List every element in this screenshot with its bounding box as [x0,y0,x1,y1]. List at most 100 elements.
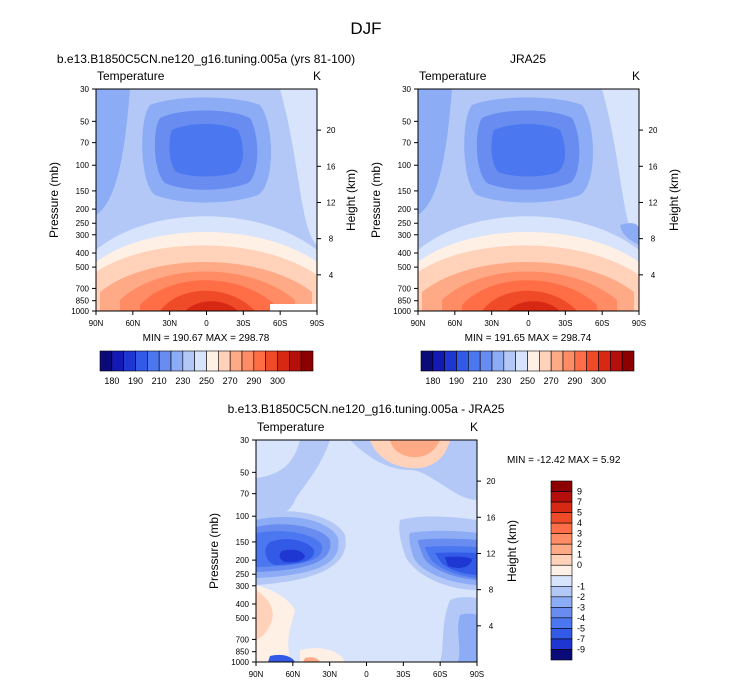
panel-diff-height-tick-label: 16 [487,513,496,522]
panel-model-minmax: MIN = 190.67 MAX = 298.78 [143,333,270,344]
panel-model-height-tick-label: 16 [327,162,336,171]
panel-obs-ytick-label: 250 [398,219,412,228]
panel-obs-ytick-label: 70 [402,139,411,148]
panel-obs-colorbar-label: 190 [449,376,464,386]
panel-obs-colorbar-label: 300 [591,376,606,386]
panel-model-colorbar-label: 250 [199,376,214,386]
panel-obs-xtick-label: 30N [484,319,499,328]
panel-obs-colorbar-swatch [527,350,540,372]
panel-model-colorbar-swatch [289,350,302,372]
panel-diff-ytick-label: 150 [236,538,250,547]
panel-diff-colorbar-label: -1 [577,581,585,591]
panel-diff-ytick-label: 250 [236,570,250,579]
panel-model-xtick-label: 30N [162,319,177,328]
panel-model-ylabel-right: Height (km) [344,169,358,231]
panel-diff-colorbar-swatch [550,638,573,650]
panel-obs-colorbar-swatch [562,350,576,372]
panel-obs-colorbar-label: 250 [520,376,535,386]
panel-obs-colorbar-swatch [621,350,635,372]
panel-obs-xtick-label: 90S [632,319,646,328]
panel-model-xtick-label: 60S [273,319,287,328]
panel-model-colorbar-label: 210 [152,376,167,386]
panel-diff-ytick-label: 100 [236,512,250,521]
panel-diff: b.e13.B1850C5CN.ne120_g16.tuning.005a - … [207,402,621,679]
panel-model-colorbar-swatch [277,350,290,372]
panel-model-ytick-label: 70 [80,139,89,148]
panel-model-xtick-label: 60N [125,319,140,328]
panel-diff-title: b.e13.B1850C5CN.ne120_g16.tuning.005a - … [228,402,505,416]
panel-diff-colorbar-swatch [550,512,573,524]
panel-obs-colorbar-swatch [468,350,481,372]
panel-model-colorbar-swatch [300,350,314,372]
panel-obs-contours [418,89,639,311]
panel-model-colorbar-label: 180 [104,376,119,386]
panel-obs-colorbar-label: 180 [425,376,440,386]
panel-diff-colorbar-label: 7 [577,497,582,507]
panel-obs-colorbar-swatch [420,350,434,372]
panel-model-colorbar-swatch [218,350,231,372]
panel-obs-colorbar-swatch [503,350,516,372]
panel-obs-colorbar-swatch [491,350,505,372]
panel-diff-colorbar-label: -3 [577,602,585,612]
panel-model-ytick-label: 150 [76,187,90,196]
panel-obs-height-tick-label: 12 [649,198,658,207]
panel-diff-colorbar-swatch [550,649,573,661]
panel-obs-units: K [632,69,640,83]
panel-obs-ytick-label: 400 [398,249,412,258]
panel-model-colorbar-swatch [265,350,278,372]
panel-model-colorbar-swatch [147,350,160,372]
panel-obs: JRA25 Temperature K Pressure (mb) Height… [369,52,681,386]
panel-diff-xtick-label: 0 [364,670,369,679]
panel-obs-xtick-label: 60N [447,319,462,328]
panel-diff-ytick-label: 300 [236,582,250,591]
panel-diff-contours [256,440,477,662]
panel-diff-height-tick-label: 8 [489,586,494,595]
panel-obs-xtick-label: 0 [526,319,531,328]
panel-diff-colorbar-swatch [550,543,573,556]
panel-obs-colorbar-label: 290 [567,376,582,386]
panel-obs-ytick-label: 100 [398,161,412,170]
panel-diff-colorbar-label: 9 [577,487,582,497]
panel-diff-colorbar-swatch [550,554,573,566]
panel-obs-ytick-label: 300 [398,231,412,240]
figure-title: DJF [350,19,381,38]
panel-diff-colorbar-label: 2 [577,539,582,549]
panel-model-contours [96,89,317,311]
panel-obs-left-label: Temperature [419,69,487,83]
panel-model-colorbar-swatch [241,350,255,372]
panel-model-ytick-label: 500 [76,263,90,272]
panel-diff-colorbar-swatch [550,596,573,608]
panel-obs-colorbar-swatch [432,350,445,372]
panel-diff-colorbar-label: 4 [577,518,582,528]
panel-obs-height-tick-label: 8 [651,235,656,244]
panel-model-colorbar: 180 190 210 230 250 270 290 300 [99,350,314,386]
panel-diff-ytick-label: 850 [236,648,250,657]
panel-diff-ytick-label: 400 [236,600,250,609]
panel-model-ytick-label: 400 [76,249,90,258]
panel-obs-colorbar: 180 190 210 230 250 270 290 300 [420,350,635,386]
panel-model-colorbar-swatch [253,350,266,372]
panel-obs-title: JRA25 [510,52,546,66]
panel-model-ytick-label: 250 [76,219,90,228]
panel-diff-colorbar-swatch [550,491,573,503]
panel-diff-colorbar-swatch [550,617,573,629]
panel-model-colorbar-swatch [229,350,243,372]
panel-diff-colorbar-swatch [550,564,573,577]
panel-obs-colorbar-swatch [550,350,564,372]
panel-diff-ytick-label: 500 [236,614,250,623]
panel-diff-ytick-label: 200 [236,556,250,565]
panel-model-colorbar-swatch [194,350,207,372]
panel-model-ytick-label: 50 [80,117,89,126]
panel-diff-height-tick-label: 4 [489,622,494,631]
panel-obs-height-tick-label: 20 [649,126,658,135]
panel-diff-units: K [470,420,478,434]
panel-diff-colorbar-label: -5 [577,623,585,633]
panel-diff-colorbar-swatch [550,628,573,640]
panel-diff-xtick-label: 30N [322,670,337,679]
panel-model-xtick-label: 90S [310,319,324,328]
panel-obs-ytick-label: 200 [398,205,412,214]
panel-model-xtick-label: 30S [236,319,250,328]
panel-obs-colorbar-swatch [539,350,552,372]
panel-diff-colorbar-label: -9 [577,644,585,654]
